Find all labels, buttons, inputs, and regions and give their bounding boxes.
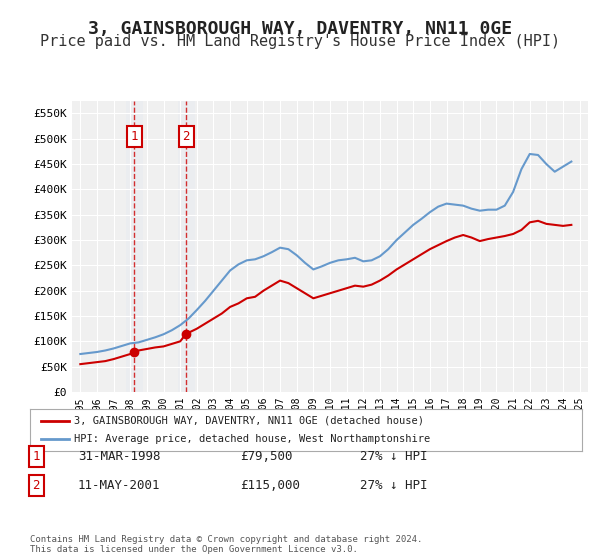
Text: 1: 1 xyxy=(131,130,138,143)
Text: 31-MAR-1998: 31-MAR-1998 xyxy=(78,450,161,463)
Text: 1: 1 xyxy=(32,450,40,463)
Text: 11-MAY-2001: 11-MAY-2001 xyxy=(78,479,161,492)
Bar xyxy=(126,101,143,392)
Bar xyxy=(178,101,194,392)
Text: 3, GAINSBOROUGH WAY, DAVENTRY, NN11 0GE (detached house): 3, GAINSBOROUGH WAY, DAVENTRY, NN11 0GE … xyxy=(74,416,424,426)
Text: 27% ↓ HPI: 27% ↓ HPI xyxy=(360,479,427,492)
Text: HPI: Average price, detached house, West Northamptonshire: HPI: Average price, detached house, West… xyxy=(74,434,430,444)
Text: 27% ↓ HPI: 27% ↓ HPI xyxy=(360,450,427,463)
Text: Price paid vs. HM Land Registry's House Price Index (HPI): Price paid vs. HM Land Registry's House … xyxy=(40,34,560,49)
Text: Contains HM Land Registry data © Crown copyright and database right 2024.
This d: Contains HM Land Registry data © Crown c… xyxy=(30,535,422,554)
Text: £79,500: £79,500 xyxy=(240,450,293,463)
Text: 2: 2 xyxy=(32,479,40,492)
Text: 2: 2 xyxy=(182,130,190,143)
Text: 3, GAINSBOROUGH WAY, DAVENTRY, NN11 0GE: 3, GAINSBOROUGH WAY, DAVENTRY, NN11 0GE xyxy=(88,20,512,38)
Text: £115,000: £115,000 xyxy=(240,479,300,492)
